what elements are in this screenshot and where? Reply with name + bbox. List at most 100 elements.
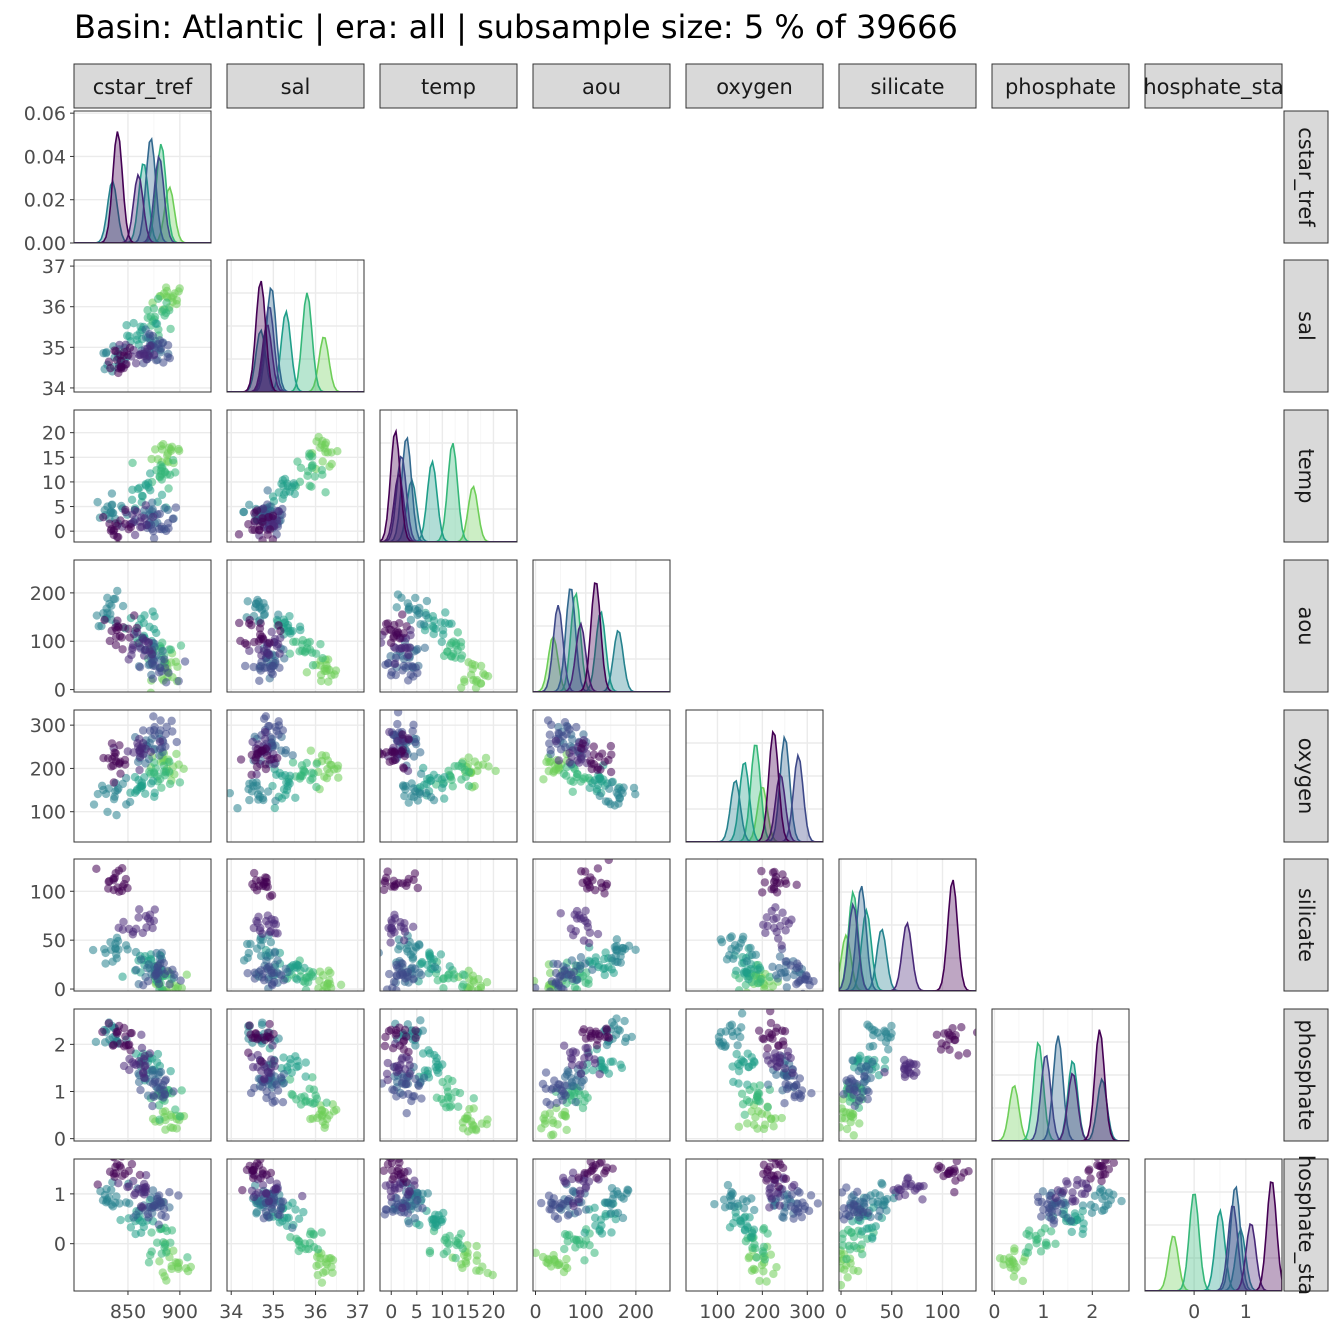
- scatter-point: [313, 1245, 323, 1254]
- scatter-point: [168, 456, 178, 465]
- y-tick-label: 5: [54, 497, 66, 519]
- scatter-point: [312, 1252, 322, 1262]
- scatter-point: [737, 1089, 747, 1098]
- scatter-point: [782, 983, 792, 991]
- scatter-point: [569, 1201, 578, 1211]
- scatter-point: [1109, 1159, 1119, 1167]
- scatter-point: [256, 923, 265, 933]
- panel-marks: [92, 586, 190, 692]
- scatter-point: [296, 463, 306, 473]
- scatter-point: [771, 872, 781, 882]
- scatter-point: [260, 610, 270, 619]
- strip-label: phosphate: [1005, 75, 1116, 99]
- scatter-point: [174, 446, 184, 456]
- scatter-point: [157, 524, 166, 534]
- scatter-point: [318, 457, 327, 466]
- scatter-point: [139, 635, 148, 644]
- scatter-point: [128, 458, 137, 468]
- scatter-point: [398, 781, 408, 790]
- scatter-point: [745, 1213, 754, 1222]
- scatter-point: [409, 975, 418, 984]
- scatter-point: [121, 505, 130, 515]
- scatter-point: [148, 498, 157, 507]
- strip-box: [1283, 110, 1329, 244]
- scatter-point: [737, 1009, 747, 1018]
- scatter-point: [607, 965, 616, 974]
- scatter-point: [118, 623, 128, 632]
- scatter-point: [759, 1124, 769, 1134]
- scatter-point: [162, 722, 171, 731]
- x-tick-label: 1: [1037, 1301, 1049, 1323]
- scatter-point: [136, 1202, 146, 1211]
- scatter-point: [306, 746, 316, 755]
- scatter-point: [180, 657, 190, 666]
- scatter-point: [732, 1049, 741, 1059]
- scatter-point: [107, 489, 117, 498]
- scatter-point: [759, 1225, 768, 1234]
- scatter-point: [617, 947, 627, 956]
- scatter-point: [165, 980, 174, 989]
- scatter-point: [119, 917, 128, 927]
- panel-temp-vs-temp: [379, 409, 518, 543]
- scatter-point: [256, 630, 265, 639]
- scatter-point: [778, 1163, 788, 1173]
- scatter-point: [568, 974, 577, 983]
- scatter-point: [267, 755, 276, 764]
- scatter-point: [243, 597, 252, 606]
- density-curve: [992, 1035, 1129, 1141]
- scatter-point: [549, 994, 557, 1002]
- scatter-point: [255, 603, 264, 612]
- scatter-point: [400, 791, 409, 801]
- scatter-point: [760, 1255, 770, 1264]
- scatter-point: [399, 629, 408, 638]
- panel-aou-vs-temp: [379, 559, 518, 693]
- scatter-point: [747, 1053, 756, 1062]
- scatter-point: [580, 867, 590, 876]
- scatter-point: [276, 1073, 286, 1082]
- scatter-point: [100, 505, 109, 515]
- scatter-point: [286, 629, 295, 638]
- scatter-point: [757, 992, 765, 1000]
- scatter-point: [323, 448, 332, 457]
- scatter-point: [589, 1164, 598, 1173]
- scatter-point: [580, 1256, 589, 1265]
- panel-silicate-vs-silicate: [838, 858, 977, 992]
- y-tick-label: 15: [42, 447, 66, 469]
- scatter-point: [543, 996, 551, 1004]
- scatter-point: [370, 753, 378, 761]
- scatter-point: [150, 730, 159, 740]
- scatter-point: [167, 442, 177, 452]
- scatter-point: [106, 937, 115, 947]
- panel-border: [532, 858, 671, 992]
- panel-oxygen-vs-cstar_tref: [73, 709, 212, 843]
- scatter-point: [273, 1086, 283, 1095]
- panel-marks: [234, 432, 342, 542]
- scatter-point: [293, 961, 302, 970]
- scatter-point: [111, 944, 120, 953]
- scatter-point: [408, 922, 418, 932]
- scatter-point: [767, 1059, 776, 1069]
- scatter-point: [158, 1080, 168, 1090]
- scatter-point: [248, 1062, 258, 1072]
- scatter-point: [855, 1213, 864, 1222]
- scatter-point: [558, 1096, 567, 1105]
- scatter-point: [329, 1107, 339, 1116]
- strip-box: [73, 63, 212, 109]
- scatter-point: [415, 609, 424, 618]
- scatter-point: [873, 1200, 883, 1209]
- scatter-point: [787, 1190, 797, 1199]
- scatter-point: [439, 984, 448, 991]
- scatter-point: [110, 594, 120, 604]
- scatter-point: [398, 971, 408, 980]
- scatter-point: [470, 757, 480, 766]
- scatter-point: [300, 990, 305, 991]
- row-strip-silicate: silicate: [1283, 858, 1329, 992]
- scatter-point: [568, 1047, 578, 1056]
- scatter-point: [563, 1237, 572, 1246]
- panel-border: [685, 709, 824, 843]
- scatter-point: [578, 1027, 587, 1037]
- scatter-point: [164, 668, 173, 678]
- strip-box: [226, 63, 365, 109]
- scatter-point: [749, 1120, 759, 1129]
- scatter-point: [740, 1226, 750, 1235]
